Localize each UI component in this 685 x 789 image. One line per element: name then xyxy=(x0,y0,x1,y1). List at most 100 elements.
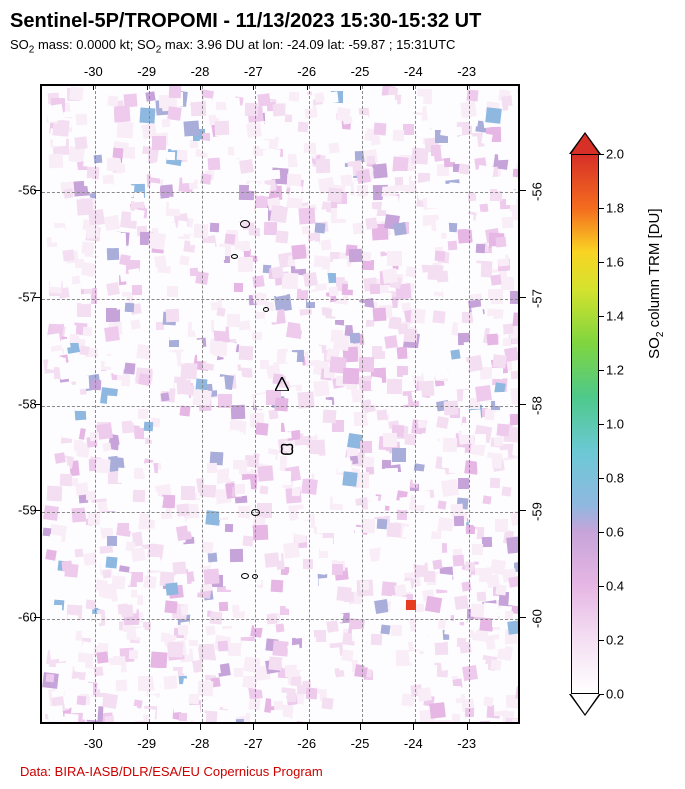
data-pixel xyxy=(49,275,60,286)
data-pixel xyxy=(234,283,243,292)
data-pixel xyxy=(168,86,180,98)
data-pixel xyxy=(519,553,520,565)
data-pixel xyxy=(447,241,457,251)
data-pixel xyxy=(77,679,88,690)
data-pixel xyxy=(97,118,108,129)
data-pixel xyxy=(125,541,135,551)
data-pixel xyxy=(513,169,520,178)
data-pixel xyxy=(260,360,269,369)
data-pixel xyxy=(496,584,508,596)
data-pixel xyxy=(156,704,172,720)
data-pixel xyxy=(215,121,229,135)
data-pixel xyxy=(188,436,199,447)
data-pixel xyxy=(264,453,276,465)
data-pixel xyxy=(226,314,239,327)
data-pixel xyxy=(312,560,327,575)
ytick-left-mark xyxy=(34,190,40,191)
data-pixel xyxy=(194,713,207,724)
ytick-right-mark xyxy=(520,190,526,191)
data-pixel xyxy=(508,589,520,606)
xtick-top-mark xyxy=(147,84,148,90)
gridline-horizontal xyxy=(42,619,518,620)
data-pixel xyxy=(299,208,316,225)
data-pixel xyxy=(129,650,139,660)
data-pixel xyxy=(358,93,371,106)
data-pixel xyxy=(337,587,353,603)
data-pixel xyxy=(257,465,273,481)
data-pixel xyxy=(277,471,291,485)
data-pixel xyxy=(313,381,329,397)
data-pixel xyxy=(48,191,62,205)
data-pixel xyxy=(329,142,340,153)
data-pixel xyxy=(449,290,464,305)
data-pixel xyxy=(151,652,168,669)
data-pixel xyxy=(508,620,520,634)
data-pixel xyxy=(381,483,392,494)
data-pixel xyxy=(150,166,162,178)
data-pixel xyxy=(385,196,401,212)
colorbar-tick-label: 0.6 xyxy=(606,524,624,539)
gridline-horizontal xyxy=(42,406,518,407)
data-pixel xyxy=(286,600,296,610)
data-pixel xyxy=(445,208,457,220)
data-pixel xyxy=(106,308,120,322)
data-pixel xyxy=(393,130,405,142)
data-pixel xyxy=(432,335,448,351)
data-pixel xyxy=(180,255,190,265)
data-pixel xyxy=(512,718,520,724)
data-pixel xyxy=(85,490,95,500)
data-pixel xyxy=(519,550,520,559)
data-pixel xyxy=(163,546,175,558)
data-pixel xyxy=(502,338,510,346)
data-pixel xyxy=(434,251,445,262)
colorbar-tick-label: 0.8 xyxy=(606,470,624,485)
colorbar-tick-label: 1.0 xyxy=(606,416,624,431)
data-pixel xyxy=(440,123,454,137)
data-pixel xyxy=(387,610,401,624)
ytick-right-mark xyxy=(520,510,526,511)
data-pixel xyxy=(208,553,218,563)
gridline-vertical xyxy=(362,86,363,722)
data-pixel xyxy=(70,334,79,343)
data-pixel xyxy=(155,375,171,391)
data-pixel xyxy=(347,315,357,325)
data-pixel xyxy=(228,643,241,656)
data-pixel xyxy=(57,358,66,367)
data-pixel xyxy=(55,416,66,427)
data-pixel xyxy=(410,348,425,363)
data-pixel xyxy=(327,710,339,722)
data-pixel xyxy=(91,380,102,391)
data-pixel xyxy=(350,333,361,344)
data-pixel xyxy=(419,226,432,239)
data-pixel xyxy=(176,290,191,305)
data-pixel xyxy=(429,702,445,718)
data-pixel xyxy=(419,251,434,266)
data-pixel xyxy=(365,217,378,230)
data-pixel xyxy=(494,638,505,649)
data-pixel xyxy=(327,188,342,203)
data-pixel xyxy=(106,396,120,410)
data-pixel xyxy=(234,124,247,137)
chart-container: -30-29-28-27-26-25-24-23 -30-29-28-27-26… xyxy=(10,64,675,779)
data-pixel xyxy=(230,430,240,440)
data-pixel xyxy=(387,251,402,266)
data-pixel xyxy=(238,345,252,359)
data-pixel xyxy=(145,386,156,397)
data-pixel xyxy=(283,415,300,432)
colorbar-tick-mark xyxy=(599,208,604,209)
data-pixel xyxy=(252,275,264,287)
data-pixel xyxy=(433,559,443,569)
data-pixel xyxy=(167,286,178,297)
data-pixel xyxy=(453,126,462,135)
xtick-bottom-label: -28 xyxy=(191,736,210,751)
data-pixel xyxy=(154,256,167,269)
colorbar-tick-mark xyxy=(599,586,604,587)
xtick-bottom-label: -29 xyxy=(137,736,156,751)
data-pixel xyxy=(477,592,487,602)
data-pixel xyxy=(237,257,252,272)
colorbar-tick-label: 1.6 xyxy=(606,254,624,269)
data-pixel xyxy=(287,693,296,702)
data-pixel xyxy=(472,512,487,527)
data-pixel xyxy=(97,651,109,663)
data-pixel xyxy=(342,649,354,661)
